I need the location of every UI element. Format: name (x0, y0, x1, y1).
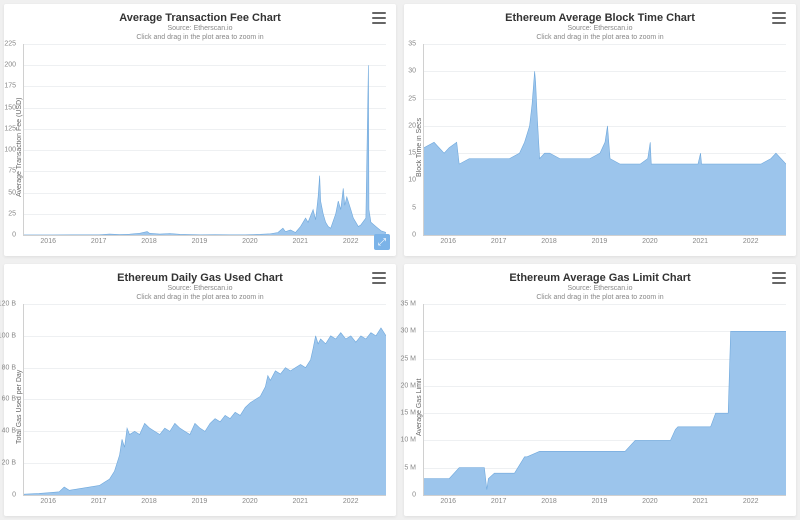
y-tick: 120 B (0, 300, 16, 307)
y-axis-label: Block Time in Secs (414, 44, 423, 250)
chart-hint: Click and drag in the plot area to zoom … (14, 294, 386, 302)
x-tick: 2016 (440, 498, 456, 505)
chart-source: Source: Etherscan.io (414, 25, 786, 33)
y-tick: 30 M (400, 328, 416, 335)
chart-source: Source: Etherscan.io (14, 285, 386, 293)
chart-title: Ethereum Average Gas Limit Chart (414, 272, 786, 285)
menu-icon[interactable] (772, 12, 786, 24)
x-tick: 2019 (192, 498, 208, 505)
plot-area[interactable]: 0255075100125150175200225 (23, 44, 386, 236)
y-tick: 25 (408, 95, 416, 102)
chart-panel-avg-block-time: Ethereum Average Block Time ChartSource:… (404, 4, 796, 256)
y-tick: 5 (412, 204, 416, 211)
x-tick: 2020 (242, 498, 258, 505)
y-tick: 25 (8, 210, 16, 217)
chart-source: Source: Etherscan.io (414, 285, 786, 293)
chart-panel-avg-tx-fee: Average Transaction Fee ChartSource: Eth… (4, 4, 396, 256)
y-tick: 50 (8, 189, 16, 196)
chart-hint: Click and drag in the plot area to zoom … (414, 294, 786, 302)
y-tick: 100 (4, 147, 16, 154)
y-tick: 0 (412, 232, 416, 239)
x-tick: 2018 (541, 498, 557, 505)
menu-icon[interactable] (372, 12, 386, 24)
y-tick: 75 (8, 168, 16, 175)
area-fill (424, 331, 786, 495)
x-tick: 2016 (40, 238, 56, 245)
x-tick: 2018 (541, 238, 557, 245)
x-tick: 2016 (440, 238, 456, 245)
y-tick: 5 M (404, 464, 416, 471)
y-tick: 0 (412, 492, 416, 499)
chart-panel-daily-gas-used: Ethereum Daily Gas Used ChartSource: Eth… (4, 264, 396, 516)
chart-hint: Click and drag in the plot area to zoom … (14, 34, 386, 42)
y-tick: 225 (4, 40, 16, 47)
x-tick: 2021 (692, 498, 708, 505)
x-tick: 2017 (91, 498, 107, 505)
area-fill (24, 328, 386, 495)
y-tick: 10 M (400, 437, 416, 444)
plot-area[interactable]: 05101520253035 (423, 44, 786, 236)
area-line (24, 65, 386, 235)
chart-title: Average Transaction Fee Chart (14, 12, 386, 25)
chart-source: Source: Etherscan.io (14, 25, 386, 33)
y-tick: 35 (408, 40, 416, 47)
x-tick: 2019 (592, 498, 608, 505)
y-axis-label: Average Gas Limit (414, 304, 423, 510)
y-tick: 0 (12, 492, 16, 499)
x-tick: 2021 (692, 238, 708, 245)
plot-area[interactable]: 05 M10 M15 M20 M25 M30 M35 M (423, 304, 786, 496)
plot-area[interactable]: 020 B40 B60 B80 B100 B120 B (23, 304, 386, 496)
x-tick: 2020 (642, 238, 658, 245)
x-tick: 2017 (91, 238, 107, 245)
y-tick: 80 B (2, 364, 16, 371)
menu-icon[interactable] (372, 272, 386, 284)
y-tick: 20 M (400, 382, 416, 389)
y-tick: 40 B (2, 428, 16, 435)
x-tick: 2019 (592, 238, 608, 245)
y-tick: 0 (12, 232, 16, 239)
y-tick: 100 B (0, 332, 16, 339)
area-fill (24, 65, 386, 235)
y-tick: 150 (4, 104, 16, 111)
x-tick: 2020 (242, 238, 258, 245)
y-tick: 15 M (400, 410, 416, 417)
y-tick: 25 M (400, 355, 416, 362)
chart-hint: Click and drag in the plot area to zoom … (414, 34, 786, 42)
y-tick: 35 M (400, 300, 416, 307)
y-tick: 15 (408, 150, 416, 157)
x-tick: 2020 (642, 498, 658, 505)
y-tick: 200 (4, 62, 16, 69)
x-tick: 2022 (743, 498, 759, 505)
chart-title: Ethereum Daily Gas Used Chart (14, 272, 386, 285)
y-tick: 20 B (2, 460, 16, 467)
menu-icon[interactable] (772, 272, 786, 284)
chart-title: Ethereum Average Block Time Chart (414, 12, 786, 25)
x-tick: 2022 (343, 238, 359, 245)
y-tick: 175 (4, 83, 16, 90)
x-tick: 2021 (292, 498, 308, 505)
y-tick: 10 (408, 177, 416, 184)
y-tick: 30 (408, 68, 416, 75)
y-tick: 125 (4, 125, 16, 132)
area-fill (424, 71, 786, 235)
x-tick: 2017 (491, 498, 507, 505)
x-tick: 2017 (491, 238, 507, 245)
chart-panel-avg-gas-limit: Ethereum Average Gas Limit ChartSource: … (404, 264, 796, 516)
x-tick: 2018 (141, 238, 157, 245)
x-tick: 2022 (743, 238, 759, 245)
y-tick: 20 (408, 122, 416, 129)
zoom-reset-button[interactable]: ⤢ (374, 234, 390, 250)
x-tick: 2016 (40, 498, 56, 505)
y-tick: 60 B (2, 396, 16, 403)
x-tick: 2021 (292, 238, 308, 245)
x-tick: 2018 (141, 498, 157, 505)
x-tick: 2022 (343, 498, 359, 505)
x-tick: 2019 (192, 238, 208, 245)
